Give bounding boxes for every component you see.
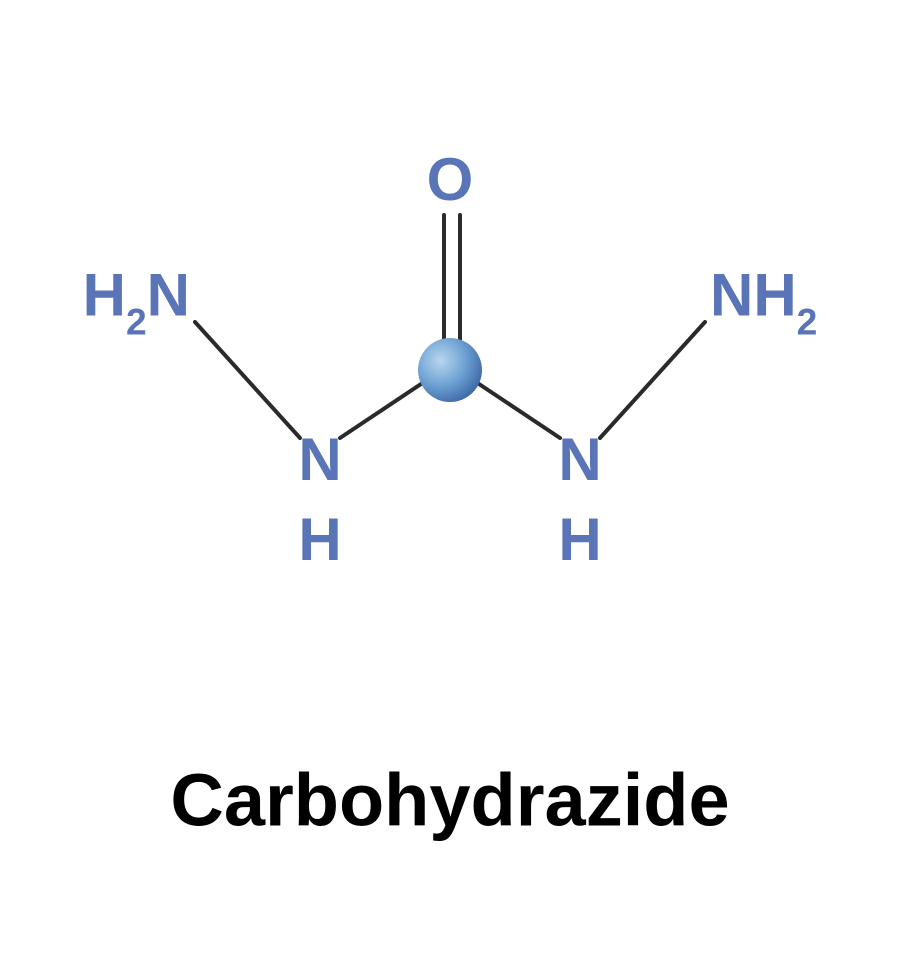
atom-label-oxygen: O (427, 150, 474, 210)
carbon-sphere (418, 338, 482, 402)
atom-label-h-right: H (558, 510, 601, 570)
compound-title: Carbohydrazide (170, 758, 729, 843)
atom-label-h-left: H (298, 510, 341, 570)
atom-label-n-left: N (298, 430, 341, 490)
atom-label-n-right: N (558, 430, 601, 490)
diagram-canvas: O N H N H H2N NH2 Carbohydrazide (0, 0, 900, 972)
atom-label-nh2-right: NH2 (710, 265, 817, 334)
atom-label-h2n-left: H2N (83, 265, 190, 334)
